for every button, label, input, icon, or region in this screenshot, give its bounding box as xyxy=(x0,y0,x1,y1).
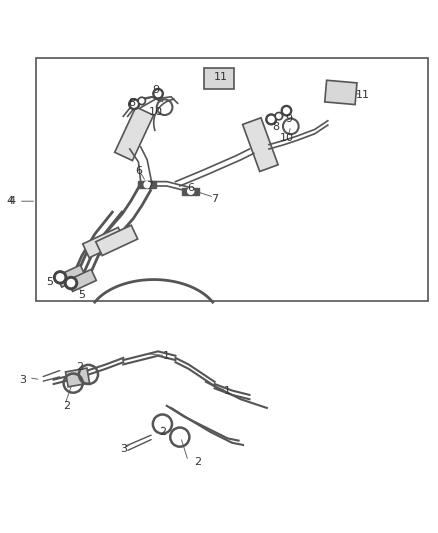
Circle shape xyxy=(131,101,137,107)
Text: 7: 7 xyxy=(146,181,153,191)
Text: 5: 5 xyxy=(78,290,85,300)
Polygon shape xyxy=(204,68,234,90)
Text: 1: 1 xyxy=(224,385,231,395)
Text: 9: 9 xyxy=(152,85,159,95)
Text: 7: 7 xyxy=(211,194,218,204)
Circle shape xyxy=(67,279,74,287)
Text: 6: 6 xyxy=(187,183,194,193)
Polygon shape xyxy=(243,118,278,172)
Text: 2: 2 xyxy=(194,457,201,467)
Circle shape xyxy=(268,116,274,123)
Text: 8: 8 xyxy=(272,122,279,132)
Polygon shape xyxy=(115,107,154,160)
Circle shape xyxy=(129,99,140,110)
Text: 4: 4 xyxy=(7,196,14,206)
Circle shape xyxy=(140,99,144,103)
Text: 10: 10 xyxy=(279,133,293,143)
Circle shape xyxy=(153,88,163,99)
Text: 3: 3 xyxy=(20,375,27,385)
Polygon shape xyxy=(325,80,357,104)
Text: 8: 8 xyxy=(128,98,135,108)
Bar xyxy=(36,58,428,301)
Text: 11: 11 xyxy=(356,90,370,100)
Text: 2: 2 xyxy=(76,361,83,372)
Polygon shape xyxy=(67,269,96,292)
Polygon shape xyxy=(83,228,125,258)
Circle shape xyxy=(57,274,64,281)
Bar xyxy=(138,181,156,188)
Circle shape xyxy=(144,182,150,188)
Text: 2: 2 xyxy=(63,401,70,411)
Polygon shape xyxy=(66,368,90,387)
Text: 5: 5 xyxy=(46,277,53,287)
Text: 11: 11 xyxy=(214,72,228,82)
Text: 2: 2 xyxy=(159,427,166,437)
Text: 10: 10 xyxy=(149,107,163,117)
Text: 3: 3 xyxy=(120,445,127,454)
Circle shape xyxy=(275,112,283,120)
Circle shape xyxy=(281,106,292,116)
Polygon shape xyxy=(96,225,138,255)
Bar xyxy=(182,188,199,195)
Circle shape xyxy=(277,114,281,118)
Circle shape xyxy=(283,108,290,114)
Circle shape xyxy=(155,91,161,96)
Circle shape xyxy=(53,271,67,284)
Text: 1: 1 xyxy=(163,351,170,361)
Text: 6: 6 xyxy=(135,166,142,176)
Circle shape xyxy=(138,97,145,104)
Circle shape xyxy=(187,188,194,194)
Circle shape xyxy=(64,277,78,289)
Polygon shape xyxy=(57,265,85,287)
Text: 4: 4 xyxy=(9,196,16,206)
Text: 9: 9 xyxy=(285,114,292,124)
Circle shape xyxy=(266,114,277,125)
